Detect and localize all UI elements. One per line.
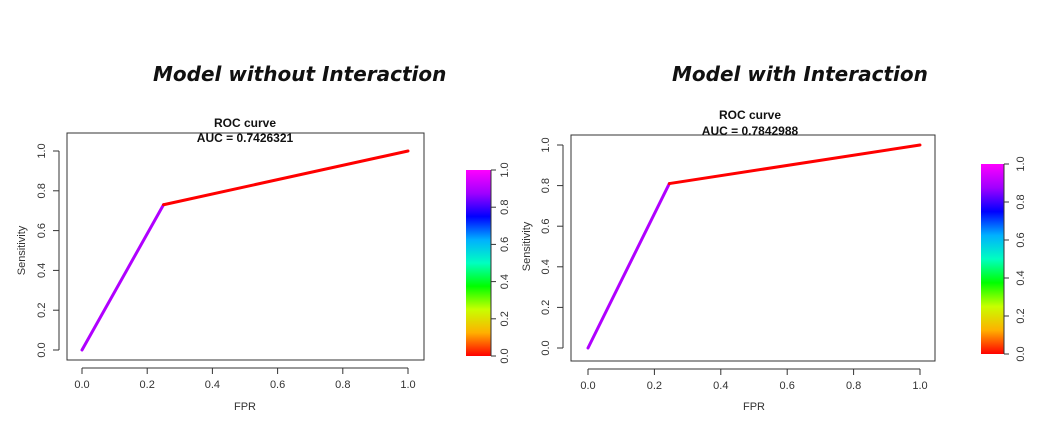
colorbar — [466, 170, 491, 356]
panel-heading-with-interaction: Model with Interaction — [672, 62, 928, 86]
x-tick-label: 1.0 — [912, 380, 927, 392]
x-axis-label: FPR — [234, 401, 256, 413]
chart-title: ROC curve — [719, 108, 781, 122]
colorbar-tick-label: 0.8 — [499, 200, 511, 215]
plot-frame — [66, 132, 425, 361]
y-axis-label: Sensitivity — [521, 221, 533, 271]
y-tick-label: 0.0 — [540, 340, 552, 355]
chart-subtitle: AUC = 0.7842988 — [702, 124, 799, 138]
colorbar-tick-label: 0.4 — [1015, 270, 1027, 285]
y-axis-label: Sensitivity — [16, 225, 28, 275]
colorbar-tick-label: 1.0 — [1015, 156, 1027, 171]
y-tick-label: 0.8 — [36, 183, 48, 198]
colorbar — [981, 164, 1004, 354]
y-tick-label: 0.2 — [540, 300, 552, 315]
roc-curve-segment — [586, 182, 671, 350]
y-tick-label: 0.0 — [36, 342, 48, 357]
roc-curve-segment — [80, 203, 165, 352]
colorbar-tick-label: 0.6 — [499, 237, 511, 252]
x-axis-label: FPR — [743, 401, 765, 413]
x-tick-label: 0.8 — [335, 379, 350, 391]
colorbar-tick-label: 0.4 — [499, 274, 511, 289]
x-tick-label: 0.0 — [580, 380, 595, 392]
x-tick-label: 0.4 — [205, 379, 220, 391]
y-tick-label: 0.4 — [540, 259, 552, 274]
y-tick-label: 0.4 — [36, 263, 48, 278]
roc-curve-segment — [667, 143, 922, 186]
panel-heading-without-interaction: Model without Interaction — [153, 62, 447, 86]
roc-chart-2: ROC curve AUC = 0.7842988 0.0 0.2 0.4 0.6 0.8 1… — [521, 108, 1027, 413]
y-tick-label: 1.0 — [36, 143, 48, 158]
colorbar-tick-label: 0.2 — [499, 311, 511, 326]
x-tick-label: 0.6 — [270, 379, 285, 391]
y-tick-label: 0.2 — [36, 303, 48, 318]
colorbar-tick-label: 0.6 — [1015, 232, 1027, 247]
colorbar-tick-label: 0.0 — [1015, 346, 1027, 361]
plot-frame — [570, 134, 936, 362]
y-tick-label: 0.8 — [540, 178, 552, 193]
y-tick-label: 1.0 — [540, 137, 552, 152]
chart-title: ROC curve — [214, 116, 276, 130]
roc-curve-segment — [162, 149, 410, 207]
x-tick-label: 0.0 — [74, 379, 89, 391]
chart-subtitle: AUC = 0.7426321 — [197, 131, 294, 145]
colorbar-tick-label: 0.0 — [499, 348, 511, 363]
colorbar-tick-label: 0.8 — [1015, 194, 1027, 209]
y-tick-label: 0.6 — [540, 219, 552, 234]
colorbar-tick-label: 0.2 — [1015, 308, 1027, 323]
colorbar-tick-label: 1.0 — [499, 162, 511, 177]
x-tick-label: 0.2 — [647, 380, 662, 392]
x-tick-label: 0.4 — [713, 380, 728, 392]
x-tick-label: 0.2 — [140, 379, 155, 391]
y-tick-label: 0.6 — [36, 223, 48, 238]
x-tick-label: 1.0 — [400, 379, 415, 391]
x-tick-label: 0.6 — [780, 380, 795, 392]
x-tick-label: 0.8 — [846, 380, 861, 392]
